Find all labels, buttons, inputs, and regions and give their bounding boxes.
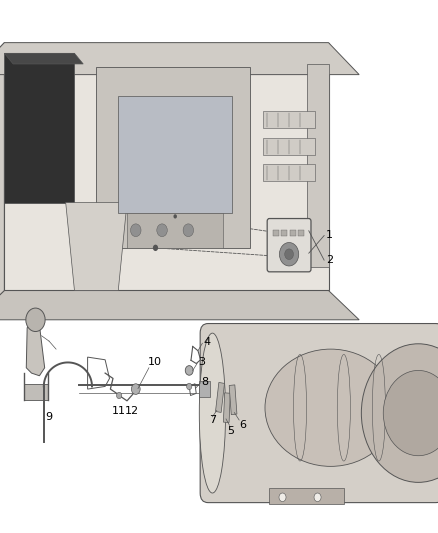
Circle shape [117, 392, 122, 399]
Circle shape [361, 344, 438, 482]
Polygon shape [26, 322, 45, 376]
Circle shape [279, 493, 286, 502]
Polygon shape [4, 43, 328, 290]
Text: 11: 11 [112, 407, 126, 416]
Circle shape [383, 370, 438, 456]
Bar [290, 230, 296, 236]
Bar [298, 230, 304, 236]
Polygon shape [263, 111, 315, 128]
Text: 2: 2 [326, 255, 333, 264]
Text: 9: 9 [45, 412, 52, 422]
Polygon shape [0, 43, 359, 75]
Polygon shape [96, 67, 250, 248]
Text: 6: 6 [240, 421, 247, 430]
FancyBboxPatch shape [267, 219, 311, 272]
Bar [273, 230, 279, 236]
Text: 3: 3 [198, 358, 205, 367]
Text: 12: 12 [125, 407, 139, 416]
Polygon shape [263, 164, 315, 181]
Polygon shape [269, 488, 344, 504]
Text: 5: 5 [227, 426, 234, 435]
Polygon shape [0, 43, 4, 320]
FancyBboxPatch shape [200, 324, 438, 503]
Ellipse shape [199, 333, 226, 493]
Circle shape [187, 383, 192, 390]
Bar [281, 230, 287, 236]
Text: 1: 1 [326, 230, 333, 240]
Text: 7: 7 [209, 415, 216, 425]
Circle shape [183, 224, 194, 237]
Circle shape [157, 224, 167, 237]
Circle shape [279, 243, 299, 266]
Circle shape [131, 224, 141, 237]
Polygon shape [223, 393, 230, 423]
Polygon shape [307, 64, 328, 266]
Text: 10: 10 [148, 358, 162, 367]
Polygon shape [127, 213, 223, 248]
Polygon shape [215, 383, 225, 413]
Text: 8: 8 [201, 377, 208, 386]
Bar [199, 381, 210, 397]
Polygon shape [24, 384, 48, 400]
Circle shape [131, 384, 140, 394]
Circle shape [314, 493, 321, 502]
Circle shape [153, 245, 158, 251]
Circle shape [285, 249, 293, 260]
Polygon shape [66, 203, 127, 290]
Circle shape [173, 214, 177, 219]
Polygon shape [263, 138, 315, 155]
Polygon shape [118, 96, 232, 213]
Circle shape [26, 308, 45, 332]
Polygon shape [0, 290, 359, 320]
Circle shape [185, 366, 193, 375]
Text: 4: 4 [203, 337, 210, 347]
Polygon shape [4, 53, 83, 64]
Ellipse shape [265, 349, 396, 466]
Polygon shape [4, 53, 74, 203]
Polygon shape [229, 385, 237, 415]
